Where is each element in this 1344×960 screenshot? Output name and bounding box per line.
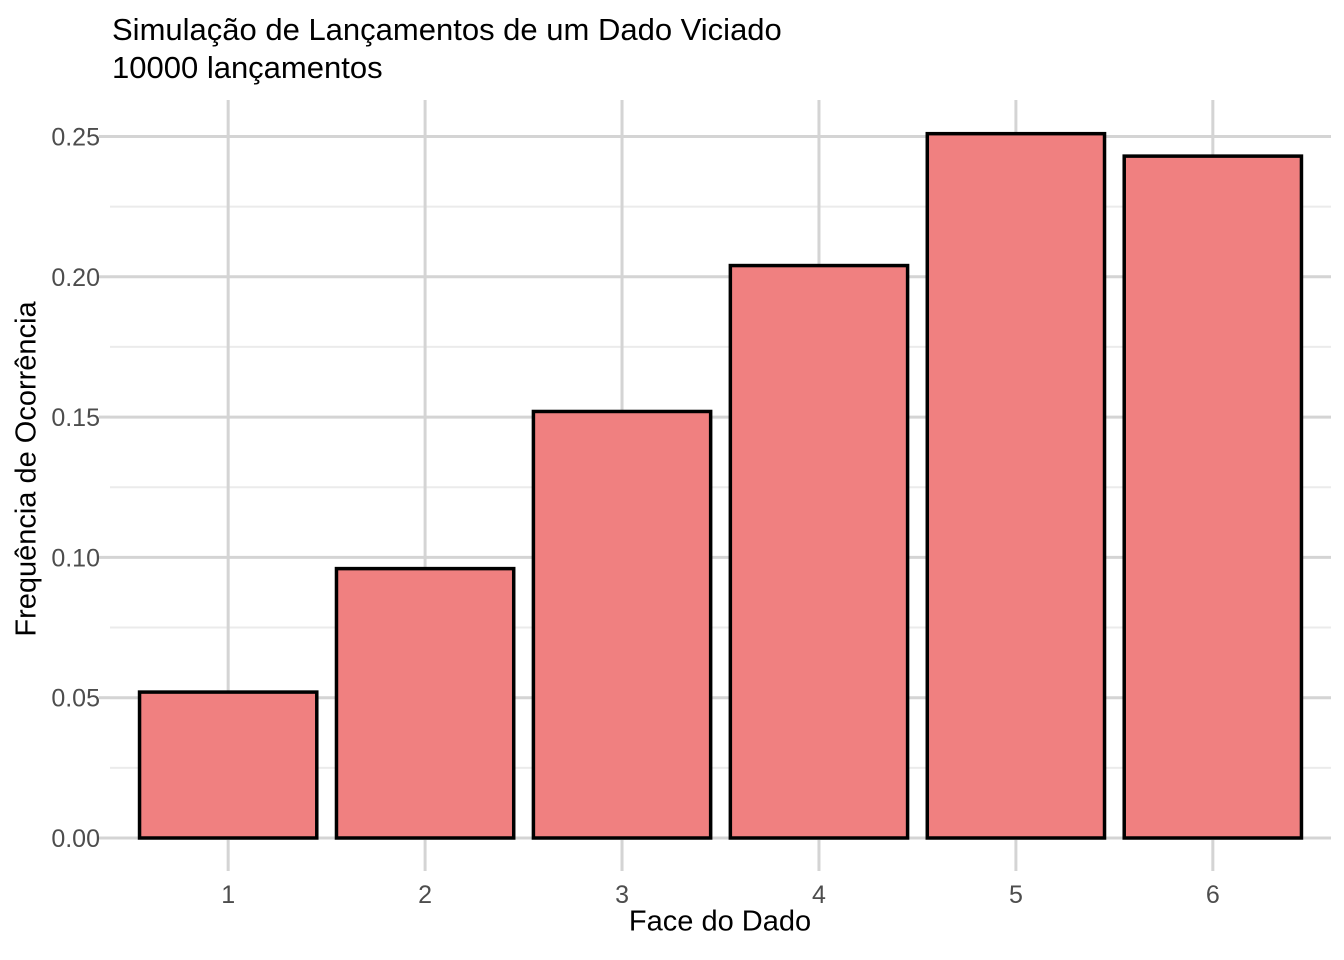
bar-face-1: [137, 690, 319, 840]
bar-face-4: [728, 263, 910, 840]
bar-face-3: [531, 409, 713, 840]
bar-face-2: [334, 566, 516, 840]
y-tick-label: 0.25: [51, 123, 100, 151]
x-tick-label: 3: [615, 881, 629, 909]
y-tick-label: 0.05: [51, 685, 100, 713]
x-tick-label: 1: [221, 881, 235, 909]
y-tick-label: 0.00: [51, 825, 100, 853]
chart-subtitle: 10000 lançamentos: [112, 50, 383, 85]
x-tick-label: 5: [1009, 881, 1023, 909]
y-tick-label: 0.20: [51, 264, 100, 292]
y-axis-title: Frequência de Ocorrência: [10, 301, 43, 637]
x-tick-label: 4: [812, 881, 826, 909]
x-tick-label: 6: [1206, 881, 1220, 909]
y-tick-label: 0.15: [51, 404, 100, 432]
bar-face-6: [1122, 154, 1304, 840]
y-tick-label: 0.10: [51, 544, 100, 572]
bar-face-5: [925, 131, 1107, 840]
x-axis-title: Face do Dado: [628, 905, 812, 938]
x-tick-label: 2: [418, 881, 432, 909]
chart-title: Simulação de Lançamentos de um Dado Vici…: [112, 12, 782, 47]
